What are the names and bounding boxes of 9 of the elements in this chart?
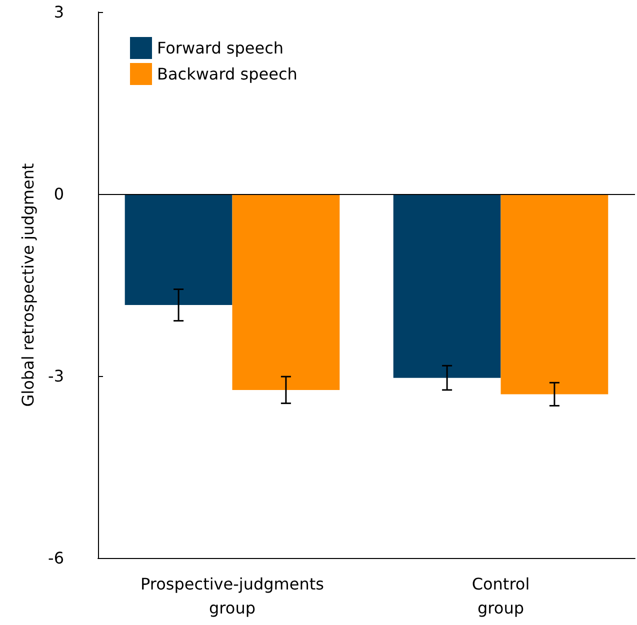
y-tick-label: -3 — [48, 366, 64, 386]
y-tick-label: 3 — [54, 2, 64, 22]
x-tick-label: Prospective-judgments group — [140, 574, 324, 618]
y-axis-title: Global retrospective judgment — [18, 163, 38, 407]
x-tick-label: Control group — [472, 574, 530, 618]
y-tick-label: -6 — [48, 548, 64, 568]
legend-label: Backward speech — [157, 64, 298, 84]
y-tick-label: 0 — [54, 184, 64, 204]
legend-label: Forward speech — [157, 38, 284, 58]
